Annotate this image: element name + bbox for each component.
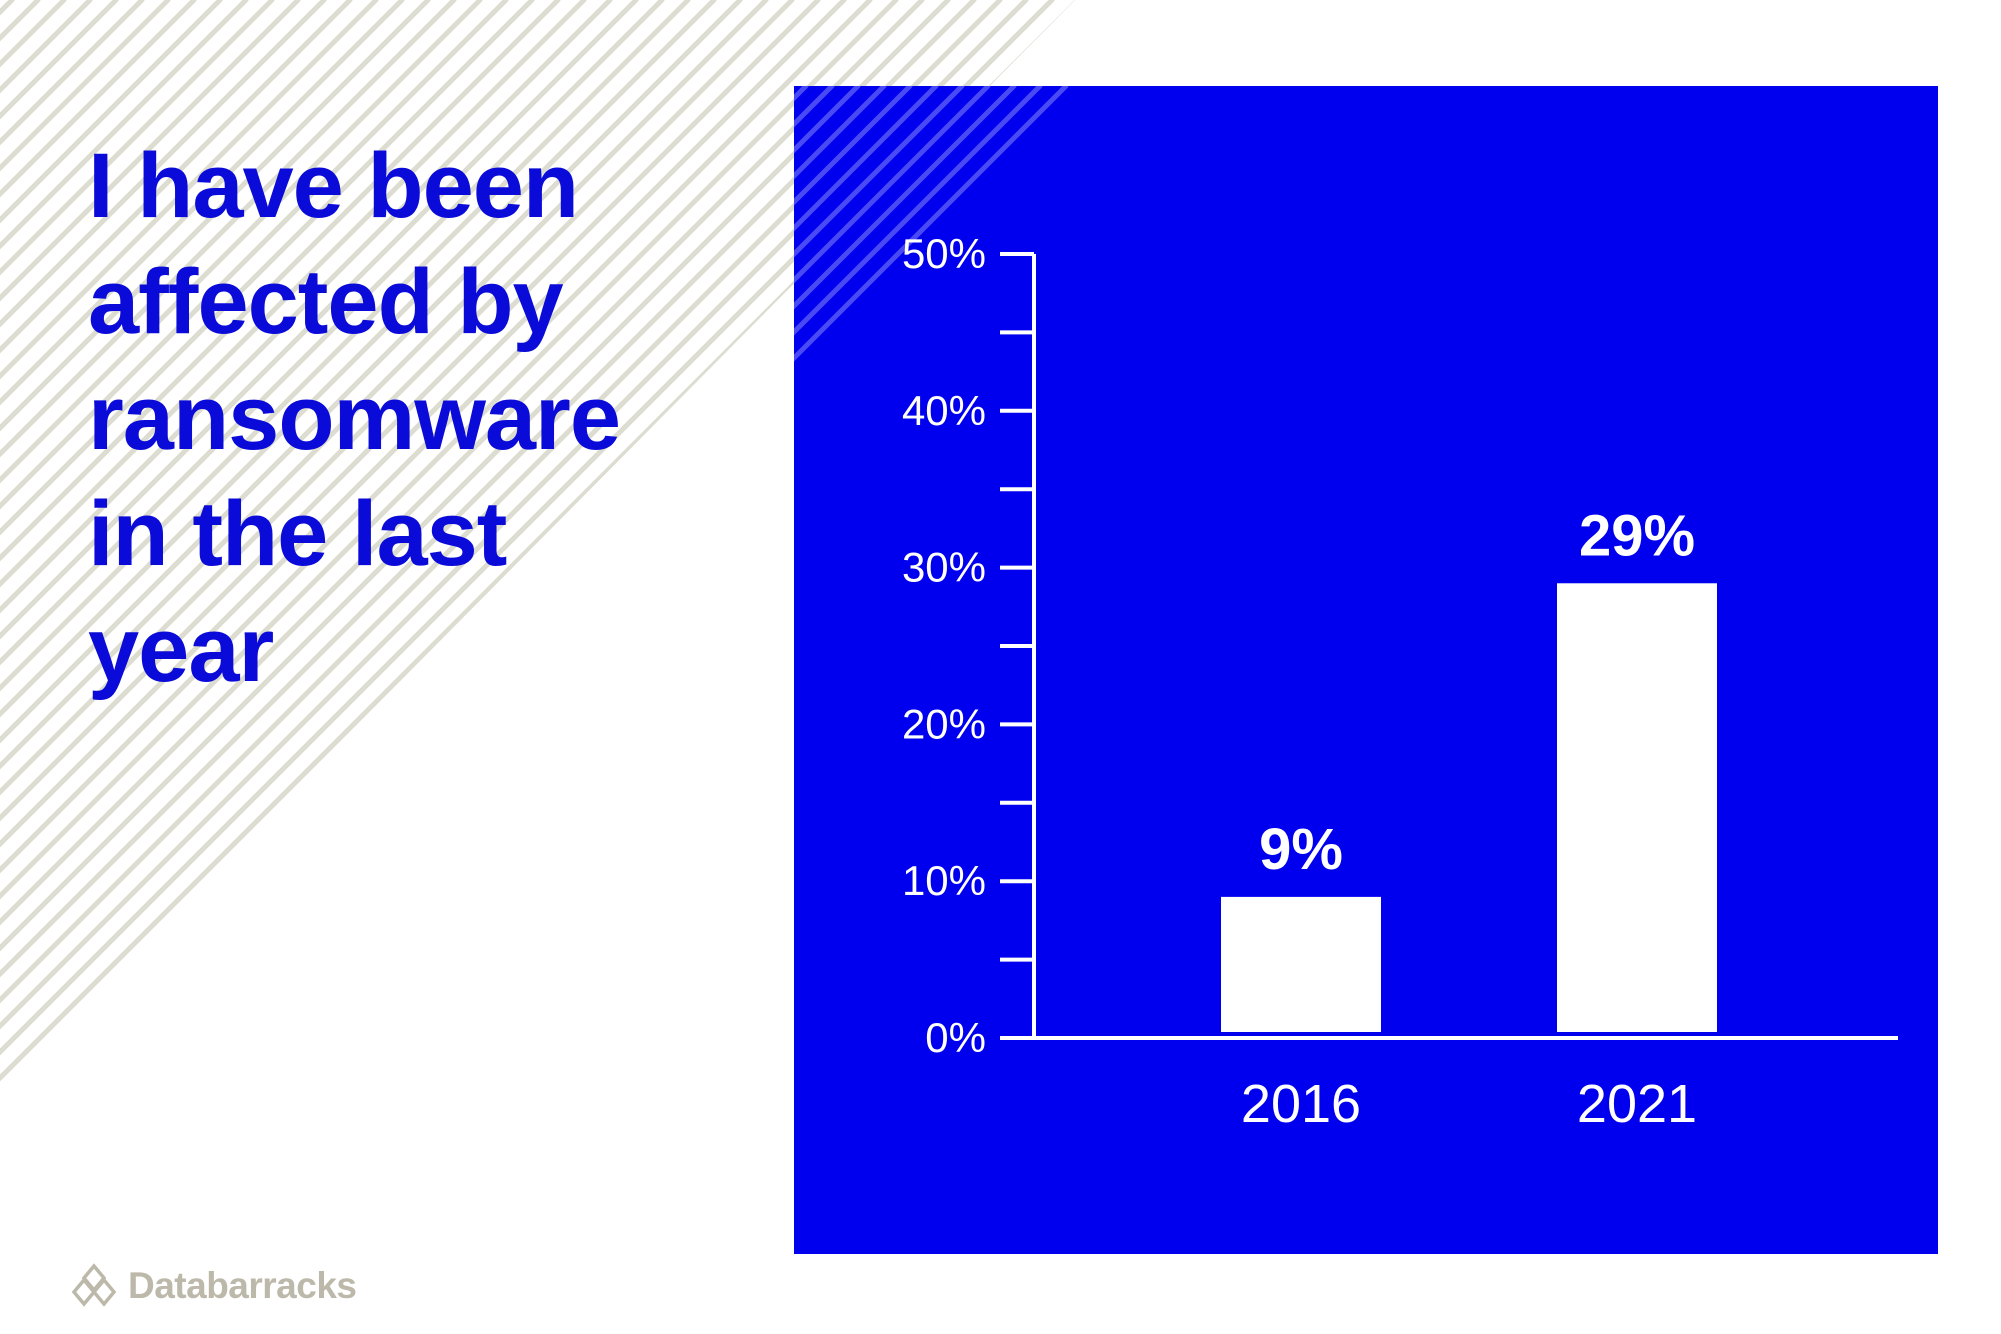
logo-text: Databarracks (128, 1265, 357, 1306)
title-line: affected by (88, 251, 564, 353)
stripe-line (0, 0, 587, 1085)
stripe-line (0, 0, 561, 1085)
stripe-line (0, 0, 457, 1085)
stripe-line (0, 0, 249, 1085)
bar (1557, 583, 1717, 1032)
stripe-line (0, 0, 873, 1085)
y-tick-label: 40% (902, 387, 986, 434)
stripe-line (0, 0, 379, 1085)
bar-chart: 0% 10% 20% 30% 40% 50% 9% 2016 29% 2021 (794, 86, 1938, 1254)
title-line: ransomware (88, 367, 621, 469)
panel-stripe-line (794, 86, 965, 377)
y-tick-label: 0% (925, 1014, 986, 1061)
stripe-line (0, 0, 1029, 1085)
brand-logo: Databarracks (70, 1262, 357, 1310)
y-tick-label: 20% (902, 700, 986, 747)
stripe-line (0, 0, 15, 1085)
stripe-line (0, 0, 691, 1085)
y-tick-label: 30% (902, 544, 986, 591)
panel-stripe-line (794, 86, 939, 377)
stripe-line (0, 0, 67, 1085)
data-label: 29% (1579, 503, 1695, 568)
stripe-line (0, 0, 535, 1085)
title-line: I have been (88, 135, 579, 237)
x-tick-label: 2016 (1241, 1074, 1361, 1134)
title-line: in the last (88, 483, 507, 585)
stripe-line (0, 0, 821, 1085)
stripe-line (0, 0, 925, 1085)
panel-stripe-line (794, 86, 1069, 377)
stripe-line (0, 0, 717, 1085)
stripe-line (0, 0, 613, 1085)
x-tick-label: 2021 (1577, 1074, 1697, 1134)
stripe-line (0, 0, 795, 1085)
stripe-line (0, 0, 951, 1085)
stripe-line (0, 0, 847, 1085)
y-tick-label: 10% (902, 857, 986, 904)
stripe-line (0, 0, 275, 1085)
stripe-line (0, 0, 665, 1085)
stripe-line (0, 0, 301, 1085)
stripe-line (0, 0, 327, 1085)
stripe-line (0, 0, 769, 1085)
stripe-line (0, 0, 743, 1085)
chart-panel: 0% 10% 20% 30% 40% 50% 9% 2016 29% 2021 (794, 86, 1938, 1254)
bar (1221, 896, 1381, 1032)
stripe-line (0, 0, 353, 1085)
data-label: 9% (1259, 817, 1343, 882)
chart-background (794, 86, 1938, 1254)
interlocking-diamonds-icon (71, 1263, 117, 1307)
panel-stripe-line (794, 86, 1017, 377)
chart-title: I have been affected by ransomware in th… (88, 128, 708, 708)
stripe-line (0, 0, 405, 1085)
axes (1000, 252, 1898, 1040)
panel-stripe-line (794, 86, 991, 377)
stripe-line (0, 0, 1003, 1085)
panel-stripe-line (794, 86, 1043, 377)
stripe-line (0, 0, 899, 1085)
stripe-line (0, 0, 977, 1085)
stripe-line (0, 0, 431, 1085)
stripe-line (0, 0, 483, 1085)
stripe-line (0, 0, 639, 1085)
title-line: year (88, 599, 274, 701)
stripe-line (0, 0, 509, 1085)
y-tick-label: 50% (902, 230, 986, 277)
